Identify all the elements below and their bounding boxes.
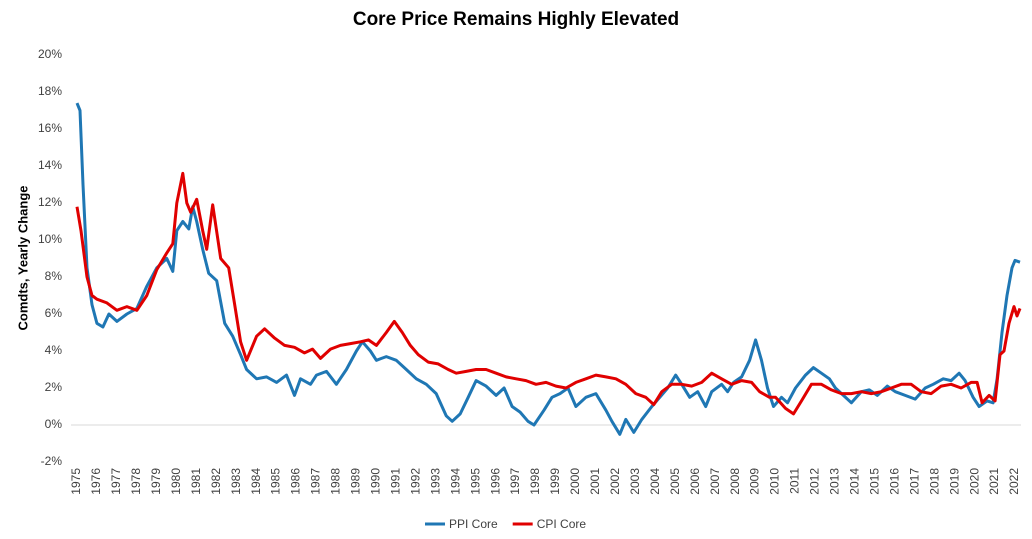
x-tick-label: 1976: [89, 468, 103, 495]
x-tick-label: 2008: [728, 468, 742, 495]
x-tick-label: 1995: [468, 468, 482, 495]
x-tick-label: 2005: [668, 468, 682, 495]
y-tick-label: 16%: [38, 121, 62, 135]
x-tick-label: 1997: [508, 468, 522, 495]
y-tick-label: 10%: [38, 232, 62, 246]
x-tick-label: 2014: [848, 468, 862, 495]
x-tick-label: 2019: [947, 468, 961, 495]
x-tick-label: 1994: [448, 468, 462, 495]
chart-title: Core Price Remains Highly Elevated: [353, 9, 679, 30]
y-tick-label: 12%: [38, 195, 62, 209]
x-tick-label: 1975: [69, 468, 83, 495]
y-tick-label: 8%: [45, 269, 63, 283]
series-line: [75, 171, 1022, 416]
x-tick-label: 1999: [548, 468, 562, 495]
legend-label: PPI Core: [449, 517, 498, 531]
x-tick-label: 1991: [388, 468, 402, 495]
x-tick-label: 1993: [428, 468, 442, 495]
x-tick-label: 2013: [828, 468, 842, 495]
x-tick-label: 1982: [209, 468, 223, 495]
x-tick-label: 2016: [887, 468, 901, 495]
x-tick-label: 1977: [109, 468, 123, 495]
x-tick-label: 2004: [648, 468, 662, 495]
legend-label: CPI Core: [537, 517, 587, 531]
y-tick-label: 14%: [38, 158, 62, 172]
y-tick-label: 4%: [45, 343, 63, 357]
x-tick-label: 1986: [289, 468, 303, 495]
y-tick-label: 2%: [45, 380, 63, 394]
x-tick-label: 2006: [688, 468, 702, 495]
x-tick-label: 2011: [788, 468, 802, 494]
x-tick-label: 2003: [628, 468, 642, 495]
x-tick-label: 1981: [189, 468, 203, 495]
x-tick-label: 1990: [369, 468, 383, 495]
x-tick-label: 2015: [867, 468, 881, 495]
x-tick-label: 2017: [907, 468, 921, 495]
x-tick-label: 1979: [149, 468, 163, 495]
x-tick-label: 1985: [269, 468, 283, 495]
x-tick-label: 2010: [768, 468, 782, 495]
y-tick-label: 20%: [38, 47, 62, 61]
x-tick-label: 2012: [808, 468, 822, 495]
x-tick-label: 1998: [528, 468, 542, 495]
x-tick-label: 2002: [608, 468, 622, 495]
y-tick-label: -2%: [41, 454, 63, 468]
x-tick-label: 2009: [748, 468, 762, 495]
x-tick-label: 2018: [927, 468, 941, 495]
x-tick-label: 2001: [588, 468, 602, 495]
x-tick-label: 1988: [329, 468, 343, 495]
x-tick-label: 2007: [708, 468, 722, 495]
x-tick-label: 1980: [169, 468, 183, 495]
x-tick-label: 1984: [249, 468, 263, 495]
x-tick-label: 2021: [987, 468, 1001, 495]
x-tick-label: 1989: [349, 468, 363, 495]
x-tick-label: 2020: [967, 468, 981, 495]
x-tick-label: 1983: [229, 468, 243, 495]
x-tick-label: 1992: [408, 468, 422, 495]
x-tick-label: 1987: [309, 468, 323, 495]
x-tick-label: 1996: [488, 468, 502, 495]
y-tick-label: 0%: [45, 417, 63, 431]
y-tick-label: 6%: [45, 306, 63, 320]
y-tick-label: 18%: [38, 84, 62, 98]
x-tick-label: 2000: [568, 468, 582, 495]
x-tick-label: 2022: [1007, 468, 1021, 495]
x-tick-label: 1978: [129, 468, 143, 495]
y-axis-title: Comdts, Yearly Change: [15, 186, 30, 331]
